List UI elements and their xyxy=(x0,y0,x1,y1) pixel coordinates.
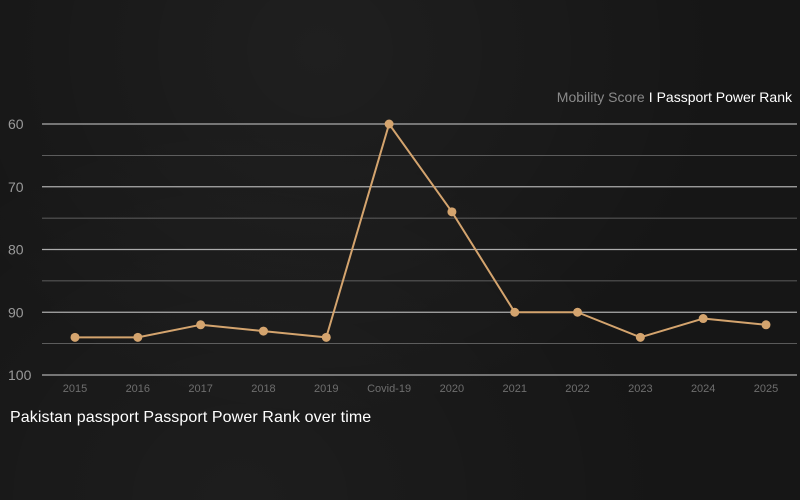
x-tick-2015: 2015 xyxy=(63,383,87,395)
data-point-2022[interactable] xyxy=(573,307,583,317)
data-point-2025[interactable] xyxy=(761,320,771,330)
data-point-2015[interactable] xyxy=(70,332,80,342)
data-point-2024[interactable] xyxy=(698,314,708,324)
x-tick-Covid-19: Covid-19 xyxy=(367,383,411,395)
data-point-2019[interactable] xyxy=(321,332,331,342)
x-tick-2025: 2025 xyxy=(754,383,778,395)
x-tick-2018: 2018 xyxy=(251,383,275,395)
data-point-2023[interactable] xyxy=(635,332,645,342)
x-tick-2023: 2023 xyxy=(628,383,652,395)
y-tick-90: 90 xyxy=(8,304,24,320)
data-points xyxy=(70,119,771,342)
x-tick-2016: 2016 xyxy=(126,383,150,395)
chart-title: Pakistan passport Passport Power Rank ov… xyxy=(10,409,372,426)
y-tick-60: 60 xyxy=(8,116,24,132)
series-line xyxy=(75,123,767,339)
data-point-2016[interactable] xyxy=(133,332,143,342)
x-tick-2024: 2024 xyxy=(691,383,715,395)
metric-toggle: Mobility Score I Passport Power Rank xyxy=(557,89,792,105)
data-point-2017[interactable] xyxy=(196,320,206,330)
toggle-mobility-score[interactable]: Mobility Score xyxy=(556,89,645,105)
x-tick-2019: 2019 xyxy=(314,383,338,395)
y-tick-80: 80 xyxy=(8,242,24,258)
x-tick-2020: 2020 xyxy=(440,383,464,395)
toggle-separator: I xyxy=(648,89,653,105)
x-tick-2022: 2022 xyxy=(565,383,589,395)
x-tick-labels: 2015 2016 2017 2018 2019 Covid-19 2020 2021 2022… xyxy=(63,383,778,395)
x-tick-2017: 2017 xyxy=(188,383,212,395)
toggle-passport-power-rank[interactable]: Passport Power Rank xyxy=(656,89,792,105)
y-tick-labels: 60 70 80 90 100 xyxy=(8,116,32,383)
data-point-Covid-19[interactable] xyxy=(384,119,394,129)
y-tick-70: 70 xyxy=(8,179,24,195)
gridlines xyxy=(42,123,797,376)
data-point-2020[interactable] xyxy=(447,207,457,217)
rank-line-chart: 60 70 80 90 100 2015 2016 2017 2018 2019 Covid-19… xyxy=(8,116,797,395)
x-tick-2021: 2021 xyxy=(502,383,526,395)
y-tick-100: 100 xyxy=(8,367,32,383)
data-point-2021[interactable] xyxy=(510,307,520,317)
data-point-2018[interactable] xyxy=(258,326,268,336)
